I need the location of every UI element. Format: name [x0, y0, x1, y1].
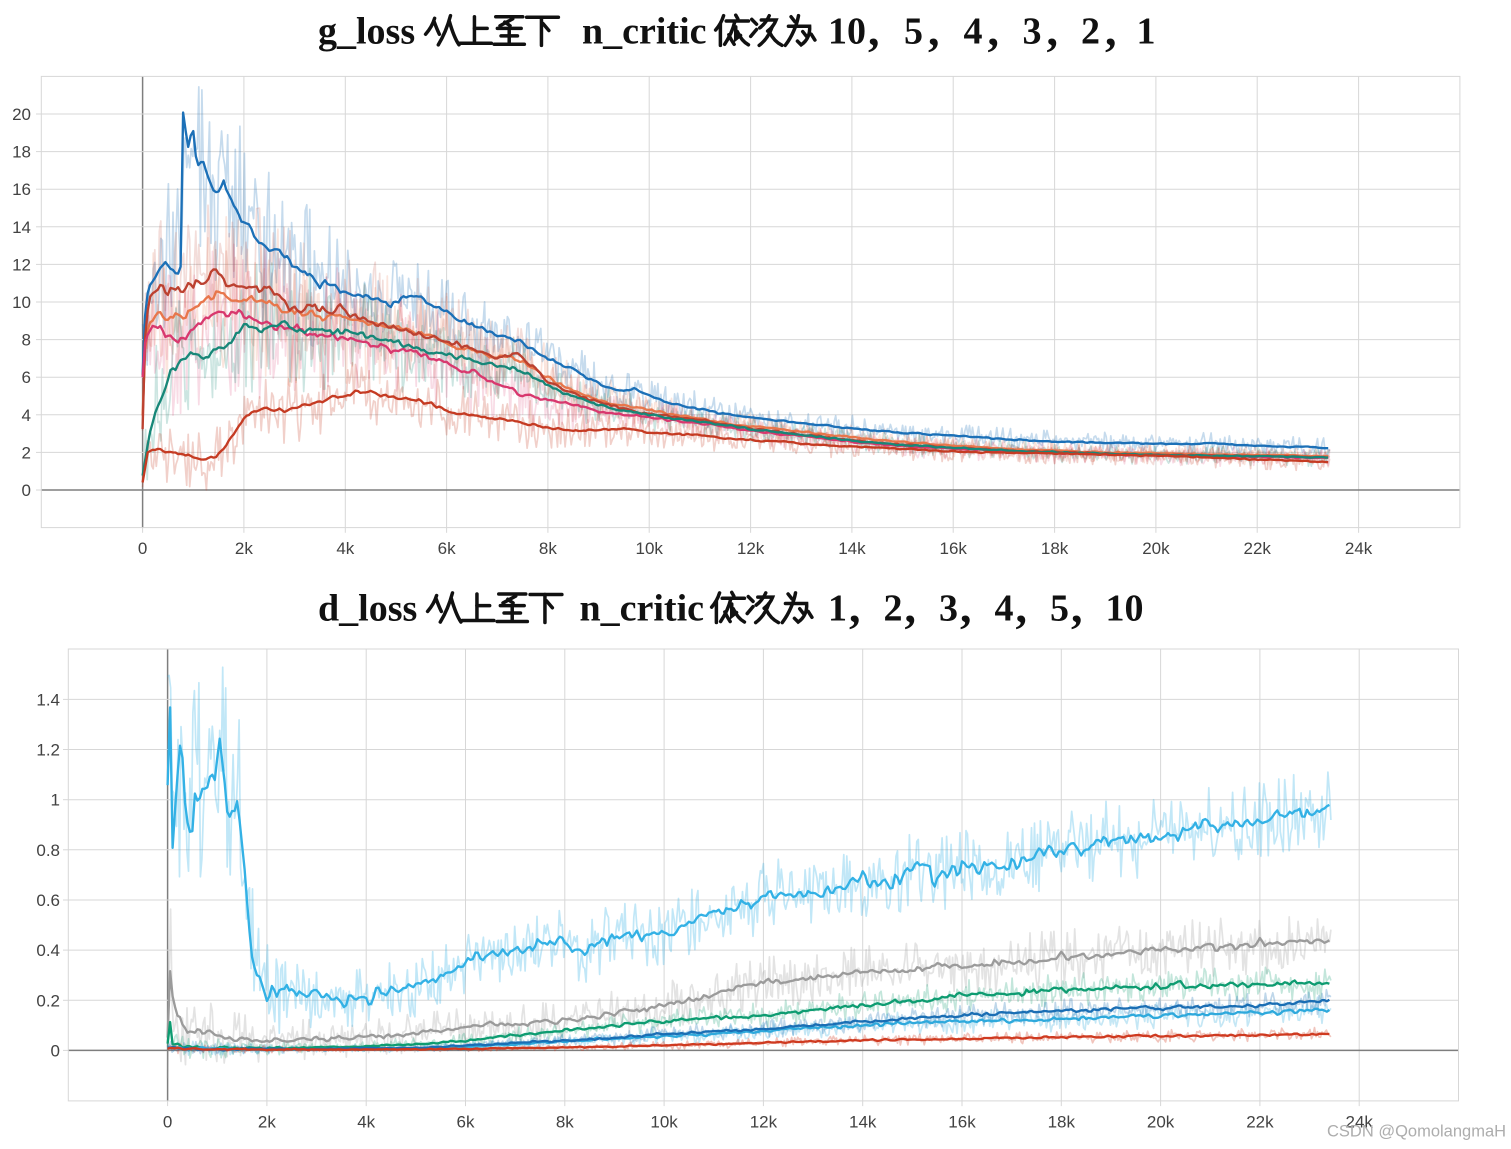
svg-text:0.2: 0.2 — [36, 991, 60, 1010]
svg-text:8: 8 — [22, 331, 31, 350]
svg-text:20k: 20k — [1147, 1112, 1175, 1131]
svg-text:,: , — [849, 581, 861, 632]
svg-text:24k: 24k — [1345, 1112, 1373, 1131]
svg-text:g_loss: g_loss — [318, 11, 415, 53]
svg-text:1: 1 — [828, 588, 847, 630]
svg-text:2: 2 — [1081, 11, 1100, 53]
svg-text:4k: 4k — [357, 1112, 375, 1131]
svg-text:5: 5 — [904, 11, 923, 53]
svg-text:,: , — [1071, 581, 1083, 632]
svg-text:10: 10 — [1106, 588, 1144, 630]
svg-text:2: 2 — [22, 443, 31, 462]
svg-text:6: 6 — [22, 368, 31, 387]
svg-text:20k: 20k — [1142, 539, 1170, 558]
svg-text:16: 16 — [12, 180, 31, 199]
svg-text:18k: 18k — [1048, 1112, 1076, 1131]
svg-text:1: 1 — [1137, 11, 1156, 53]
svg-text:0: 0 — [22, 481, 31, 500]
svg-text:22k: 22k — [1243, 539, 1271, 558]
svg-text:,: , — [960, 581, 972, 632]
svg-text:,: , — [1047, 4, 1059, 55]
svg-text:1.2: 1.2 — [36, 741, 60, 760]
svg-text:10: 10 — [828, 11, 866, 53]
svg-text:12: 12 — [12, 255, 31, 274]
svg-text:14k: 14k — [849, 1112, 877, 1131]
svg-text:,: , — [988, 4, 1000, 55]
svg-text:,: , — [928, 4, 940, 55]
svg-text:12k: 12k — [750, 1112, 778, 1131]
svg-text:n_critic: n_critic — [582, 11, 707, 53]
svg-text:d_loss: d_loss — [318, 588, 417, 630]
svg-text:24k: 24k — [1345, 539, 1373, 558]
svg-text:6k: 6k — [457, 1112, 475, 1131]
svg-text:0.8: 0.8 — [36, 841, 60, 860]
svg-text:16k: 16k — [948, 1112, 976, 1131]
svg-text:22k: 22k — [1246, 1112, 1274, 1131]
svg-text:2: 2 — [884, 588, 903, 630]
svg-text:1: 1 — [51, 791, 60, 810]
svg-text:8k: 8k — [539, 539, 557, 558]
svg-text:,: , — [868, 4, 880, 55]
svg-text:0: 0 — [138, 539, 147, 558]
svg-text:4: 4 — [964, 11, 983, 53]
svg-text:10: 10 — [12, 293, 31, 312]
svg-text:18: 18 — [12, 143, 31, 162]
svg-text:12k: 12k — [737, 539, 765, 558]
svg-text:14: 14 — [12, 218, 31, 237]
svg-text:4: 4 — [22, 406, 31, 425]
svg-text:,: , — [1016, 581, 1028, 632]
svg-text:1.4: 1.4 — [36, 690, 60, 709]
svg-text:0.6: 0.6 — [36, 891, 60, 910]
svg-text:0: 0 — [51, 1041, 60, 1060]
svg-text:0: 0 — [163, 1112, 172, 1131]
svg-text:10k: 10k — [650, 1112, 678, 1131]
svg-text:8k: 8k — [556, 1112, 574, 1131]
svg-text:0.4: 0.4 — [36, 941, 60, 960]
svg-text:10k: 10k — [635, 539, 663, 558]
svg-text:4k: 4k — [336, 539, 354, 558]
svg-text:,: , — [905, 581, 917, 632]
svg-text:,: , — [1105, 4, 1117, 55]
svg-text:CSDN @QomolangmaH: CSDN @QomolangmaH — [1327, 1123, 1506, 1141]
svg-text:5: 5 — [1050, 588, 1069, 630]
svg-text:14k: 14k — [838, 539, 866, 558]
svg-text:n_critic: n_critic — [580, 588, 705, 630]
svg-text:3: 3 — [939, 588, 958, 630]
svg-text:2k: 2k — [258, 1112, 276, 1131]
svg-text:2k: 2k — [235, 539, 253, 558]
svg-text:4: 4 — [995, 588, 1014, 630]
svg-text:6k: 6k — [438, 539, 456, 558]
svg-text:3: 3 — [1023, 11, 1042, 53]
svg-text:18k: 18k — [1041, 539, 1069, 558]
svg-text:16k: 16k — [939, 539, 967, 558]
svg-text:20: 20 — [12, 105, 31, 124]
